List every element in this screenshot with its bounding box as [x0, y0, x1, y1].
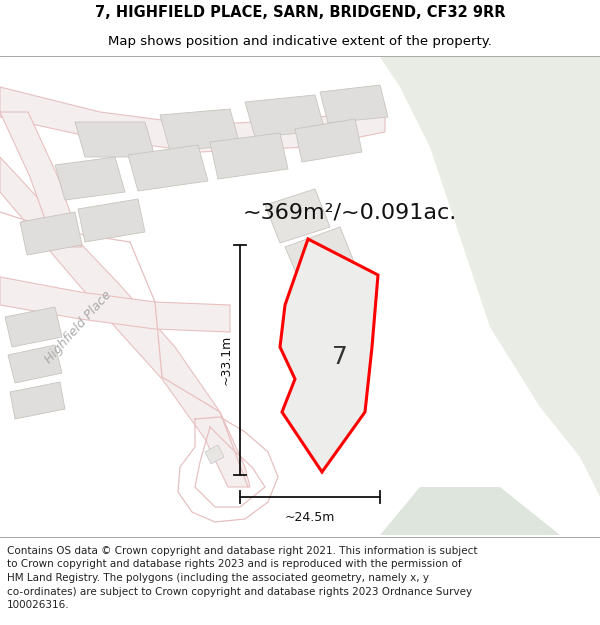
Text: ~24.5m: ~24.5m	[285, 511, 335, 524]
Text: Contains OS data © Crown copyright and database right 2021. This information is : Contains OS data © Crown copyright and d…	[7, 546, 478, 610]
Polygon shape	[5, 307, 62, 347]
Polygon shape	[245, 95, 325, 137]
Polygon shape	[320, 85, 388, 123]
Text: Highfield Place: Highfield Place	[42, 288, 114, 366]
Polygon shape	[265, 189, 330, 243]
Polygon shape	[20, 212, 82, 255]
Polygon shape	[0, 277, 230, 332]
Polygon shape	[285, 227, 358, 289]
Polygon shape	[0, 112, 82, 247]
Text: 7, HIGHFIELD PLACE, SARN, BRIDGEND, CF32 9RR: 7, HIGHFIELD PLACE, SARN, BRIDGEND, CF32…	[95, 5, 505, 20]
Polygon shape	[0, 87, 385, 152]
Polygon shape	[128, 145, 208, 191]
Polygon shape	[295, 119, 362, 162]
Polygon shape	[78, 199, 145, 242]
Text: ~33.1m: ~33.1m	[220, 335, 233, 385]
Polygon shape	[205, 445, 224, 464]
Polygon shape	[160, 109, 240, 151]
Polygon shape	[55, 157, 125, 200]
Polygon shape	[8, 345, 62, 383]
Polygon shape	[10, 382, 65, 419]
Polygon shape	[75, 122, 155, 157]
Text: Map shows position and indicative extent of the property.: Map shows position and indicative extent…	[108, 34, 492, 48]
Text: ~369m²/~0.091ac.: ~369m²/~0.091ac.	[243, 202, 457, 222]
Polygon shape	[380, 487, 560, 535]
Polygon shape	[0, 157, 250, 487]
Text: 7: 7	[332, 345, 348, 369]
Polygon shape	[380, 57, 600, 535]
Polygon shape	[280, 239, 378, 472]
Polygon shape	[210, 133, 288, 179]
